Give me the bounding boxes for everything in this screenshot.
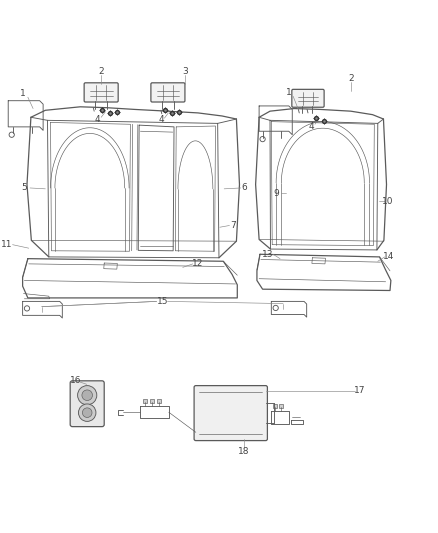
Circle shape <box>82 408 92 417</box>
Text: 13: 13 <box>262 250 274 259</box>
FancyBboxPatch shape <box>84 83 118 102</box>
Text: 5: 5 <box>21 183 27 192</box>
Text: 4: 4 <box>95 115 100 124</box>
Bar <box>156 399 161 402</box>
Text: 7: 7 <box>230 221 236 230</box>
Circle shape <box>78 385 97 405</box>
Text: 15: 15 <box>156 297 168 306</box>
Bar <box>150 399 154 402</box>
Text: 14: 14 <box>383 253 395 261</box>
Text: 18: 18 <box>238 447 250 456</box>
Text: 16: 16 <box>70 376 81 385</box>
Text: 12: 12 <box>192 260 204 269</box>
Text: 4: 4 <box>158 116 164 124</box>
Bar <box>279 405 283 408</box>
Text: 2: 2 <box>348 75 353 83</box>
Text: 1: 1 <box>20 89 25 98</box>
Text: 11: 11 <box>1 240 13 249</box>
Text: 4: 4 <box>309 122 314 131</box>
FancyBboxPatch shape <box>194 385 267 441</box>
Bar <box>273 405 276 408</box>
FancyBboxPatch shape <box>70 381 104 426</box>
Text: 1: 1 <box>286 88 292 98</box>
Text: 10: 10 <box>382 197 394 206</box>
Text: 6: 6 <box>241 183 247 192</box>
Text: 17: 17 <box>354 386 365 395</box>
Circle shape <box>82 390 92 400</box>
Text: 9: 9 <box>274 189 279 198</box>
Text: 3: 3 <box>182 67 188 76</box>
FancyBboxPatch shape <box>292 90 324 107</box>
Bar <box>143 399 147 402</box>
Text: 2: 2 <box>99 67 104 76</box>
Circle shape <box>78 404 96 422</box>
FancyBboxPatch shape <box>151 83 185 102</box>
